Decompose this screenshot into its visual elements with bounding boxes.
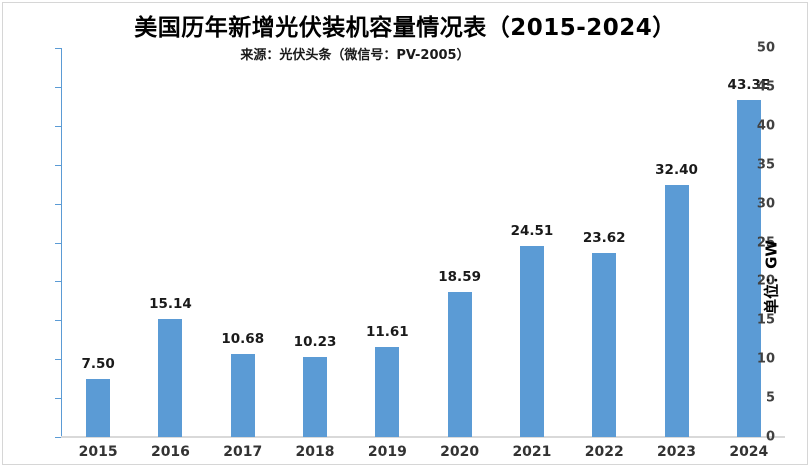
y-axis-tick-label: 50 [756,40,775,56]
x-category-label-2019: 2019 [367,444,407,460]
bar-value-label-2018: 10.23 [293,334,337,351]
chart-title: 美国历年新增光伏装机容量情况表（2015-2024） [134,15,676,41]
bar-slot-2022: 23.62 2022 [568,48,640,460]
x-category-label-2018: 2018 [295,444,335,460]
bar-2017 [230,353,255,437]
bar-value-label-2024: 43.3E [727,77,771,94]
plot-area: 7.50 2015 15.14 2016 10.68 2017 10.23 2018 11.61… [55,41,785,460]
y-axis-tick-label: 25 [756,235,775,250]
bar-slot-2017: 10.68 2017 [207,48,279,460]
y-axis-tick [55,359,61,361]
bar-2016 [158,319,183,437]
y-axis-tick [55,125,61,127]
bar-slot-2020: 18.59 2020 [423,48,495,460]
bar-2023 [664,184,689,437]
bar-2022 [592,253,617,437]
y-axis-tick-label: 35 [756,157,775,173]
x-category-label-2023: 2023 [657,444,696,460]
y-axis-tick-label: 10 [756,351,775,367]
bar-slot-2021: 24.51 2021 [496,48,568,460]
y-axis-tick-label: 30 [756,196,775,212]
x-category-label-2022: 2022 [584,444,624,460]
bar-value-label-2021: 24.51 [510,223,554,240]
x-category-label-2021: 2021 [512,444,552,460]
unit-label: 单位：GW [762,240,781,314]
bars-row: 7.50 2015 15.14 2016 10.68 2017 10.23 2018 11.61… [62,48,785,460]
y-axis-tick [55,164,61,166]
x-category-label-2024: 2024 [729,444,769,460]
bar-slot-2019: 11.61 2019 [351,48,423,460]
bar-slot-2018: 10.23 2018 [279,48,351,460]
chart-source-subtitle: 来源：光伏头条（微信号：PV-2005） [240,48,470,63]
x-category-label-2017: 2017 [223,444,263,460]
y-axis-tick [55,281,61,283]
bar-slot-2023: 32.40 2023 [640,48,712,460]
y-axis-tick-label: 20 [756,273,775,289]
bar-2021 [519,246,544,437]
y-axis-tick [55,203,61,205]
y-axis-tick-label: 45 [756,79,775,95]
y-axis-tick-label: 15 [756,312,775,328]
bar-value-label-2017: 10.68 [221,330,265,347]
y-axis-tick [55,242,61,244]
bar-2024 [736,100,761,437]
bar-2015 [86,378,111,437]
y-axis-tick-label: 5 [765,390,775,406]
bar-value-label-2020: 18.59 [438,269,481,286]
bar-value-label-2016: 15.14 [149,296,192,313]
bar-slot-2016: 15.14 2016 [134,48,206,460]
bar-2019 [375,346,400,437]
bar-value-label-2015: 7.50 [81,355,115,372]
bar-value-label-2022: 23.62 [582,230,626,247]
bar-slot-2015: 7.50 2015 [62,48,134,460]
y-axis-tick [55,398,61,400]
x-category-label-2016: 2016 [150,444,190,460]
y-axis-tick [55,320,61,322]
x-category-label-2020: 2020 [440,444,480,460]
bar-value-label-2023: 32.40 [655,161,698,178]
bar-slot-2024: 43.3E 2024 [713,48,785,460]
bar-2020 [447,292,472,437]
y-axis-line [61,48,62,437]
y-axis-tick [55,48,61,49]
y-axis-tick [55,437,61,438]
y-axis-tick-label: 40 [756,118,775,134]
y-axis-tick-label: 0 [765,429,775,445]
y-axis-tick [55,86,61,88]
x-axis-line [61,436,785,438]
bar-value-label-2019: 11.61 [365,323,409,340]
bar-2018 [303,357,328,437]
x-category-label-2015: 2015 [78,444,118,460]
